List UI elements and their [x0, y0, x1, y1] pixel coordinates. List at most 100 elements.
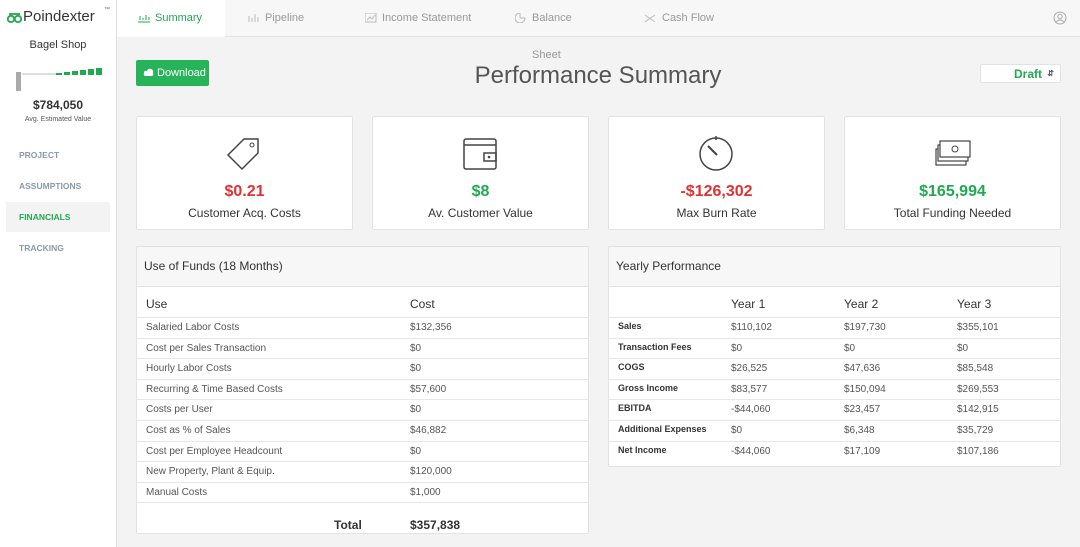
cell: $57,600: [410, 383, 447, 395]
cell: New Property, Plant & Equip.: [146, 466, 275, 478]
cell: Cost per Sales Transaction: [146, 342, 267, 354]
table-row: Manual Costs $1,000: [137, 481, 588, 503]
tab-label: Income Statement: [382, 12, 472, 24]
nav-item[interactable]: ASSUMPTIONS: [19, 181, 82, 191]
cell: $35,729: [957, 425, 994, 436]
cell: $85,548: [957, 363, 994, 375]
cell: -$44,060: [731, 404, 771, 416]
panel-title: Yearly Performance: [609, 247, 1060, 287]
cell: Manual Costs: [146, 486, 208, 498]
cell: $0: [410, 404, 422, 416]
tab[interactable]: Summary: [117, 0, 225, 37]
tab-label: Pipeline: [265, 12, 305, 24]
tab[interactable]: Pipeline: [225, 0, 325, 37]
cell: Cost as % of Sales: [146, 425, 231, 436]
nav-item[interactable]: TRACKING: [19, 243, 64, 253]
column-header: Year 3: [957, 297, 992, 311]
kpi-value: $0.21: [224, 183, 265, 200]
cell: $0: [957, 342, 969, 354]
table-row: Hourly Labor Costs $0: [137, 358, 588, 379]
trademark: ™: [104, 7, 110, 13]
cell: $0: [410, 363, 422, 375]
table-row: Cost per Sales Transaction $0: [137, 337, 588, 359]
cell: Salaried Labor Costs: [146, 322, 240, 333]
yearly-panel: Yearly Performance Year 1 Year 2 Year 3 Sal…: [608, 246, 1061, 467]
logo-icon: [7, 13, 22, 24]
table-row: Gross Income $83,577 $150,094 $269,553: [609, 378, 1060, 400]
cell: $107,186: [957, 445, 999, 457]
tab-label: Balance Sheet: [532, 12, 572, 61]
kpi-icon: [226, 138, 259, 171]
cell: $26,525: [731, 363, 768, 375]
download-label: Download: [157, 67, 206, 79]
brand: Poindexter: [23, 8, 95, 25]
kpi-label: Customer Acq. Costs: [188, 206, 301, 220]
table-row: Sales $110,102 $197,730 $355,101: [609, 317, 1060, 338]
cell: $0: [410, 445, 422, 457]
table-row: Cost as % of Sales $46,882: [137, 420, 588, 441]
row-label: Additional Expenses: [618, 424, 707, 434]
kpi-card: $8 Av. Customer Value: [372, 116, 589, 230]
estimated-value: $784,050: [32, 98, 84, 112]
value-caption: Avg. Estimated Value: [24, 116, 92, 123]
table-row: Transaction Fees $0 $0 $0: [609, 337, 1060, 359]
kpi-icon: [699, 136, 733, 171]
row-label: Transaction Fees: [618, 341, 692, 352]
tab[interactable]: Cash Flow: [622, 0, 722, 37]
status: Draft: [1014, 67, 1043, 81]
cell: $46,882: [410, 425, 447, 436]
use-of-funds-panel: Use of Funds (18 Months) Use Cost Salaried…: [136, 246, 589, 534]
cell: $47,636: [844, 363, 881, 375]
tab-label: Cash Flow: [662, 12, 714, 24]
row-label: Gross Income: [618, 382, 679, 393]
kpi-label: Max Burn Rate: [676, 206, 757, 220]
kpi-value: $165,994: [919, 183, 986, 200]
sparkline: [16, 68, 102, 91]
cell: $120,000: [410, 466, 452, 478]
column-header: Year 1: [731, 297, 766, 311]
cell: $83,577: [731, 383, 768, 395]
table-row: COGS $26,525 $47,636 $85,548: [609, 358, 1060, 379]
table-row: Salaried Labor Costs $132,356: [137, 317, 588, 338]
download-button[interactable]: Download: [136, 60, 209, 86]
cell: $23,457: [844, 404, 881, 416]
cell: $0: [410, 342, 422, 354]
page-title: Performance Summary: [474, 62, 722, 89]
table-row: Additional Expenses $0 $6,348 $35,729: [609, 420, 1060, 441]
cell: $0: [731, 425, 743, 436]
profile-icon[interactable]: [1053, 11, 1067, 25]
table-row: New Property, Plant & Equip. $120,000: [137, 461, 588, 482]
table-row: Net Income -$44,060 $17,109 $107,186: [609, 440, 1060, 462]
company: Bagel Shop: [29, 39, 87, 51]
cell: $142,915: [957, 404, 999, 416]
row-label: Net Income: [618, 444, 667, 455]
tab-bar: Summary Pipeline Income Statement Balance S…: [117, 0, 1080, 61]
cell: $1,000: [410, 486, 441, 498]
kpi-label: Av. Customer Value: [428, 206, 533, 220]
cell: $132,356: [410, 322, 452, 333]
cell: $0: [844, 342, 856, 354]
cell: $269,553: [957, 383, 999, 395]
status-select[interactable]: Draft ⇵: [980, 64, 1061, 83]
panel-title: Use of Funds (18 Months): [137, 247, 588, 287]
kpi-card: -$126,302 Max Burn Rate: [608, 116, 825, 230]
total-row: Total $357,838: [137, 502, 588, 546]
tab[interactable]: Income Statement: [342, 0, 472, 37]
cell: $6,348: [844, 425, 875, 436]
kpi-icon: [463, 138, 497, 170]
cell: $355,101: [957, 322, 999, 333]
row-label: Sales: [618, 321, 642, 331]
nav-item[interactable]: FINANCIALS: [6, 202, 110, 232]
kpi-value: $8: [471, 183, 490, 200]
cell: $150,094: [844, 383, 886, 395]
column-header: Year 2: [844, 297, 879, 311]
tab[interactable]: Balance Sheet: [492, 0, 602, 61]
cell: Recurring & Time Based Costs: [146, 383, 283, 395]
nav-item[interactable]: PROJECT: [19, 150, 60, 160]
cell: Hourly Labor Costs: [146, 363, 232, 375]
cell: $110,102: [731, 322, 772, 333]
tab-label: Summary: [155, 12, 203, 24]
total-label: Total: [334, 518, 362, 533]
table-row: EBITDA -$44,060 $23,457 $142,915: [609, 399, 1060, 420]
